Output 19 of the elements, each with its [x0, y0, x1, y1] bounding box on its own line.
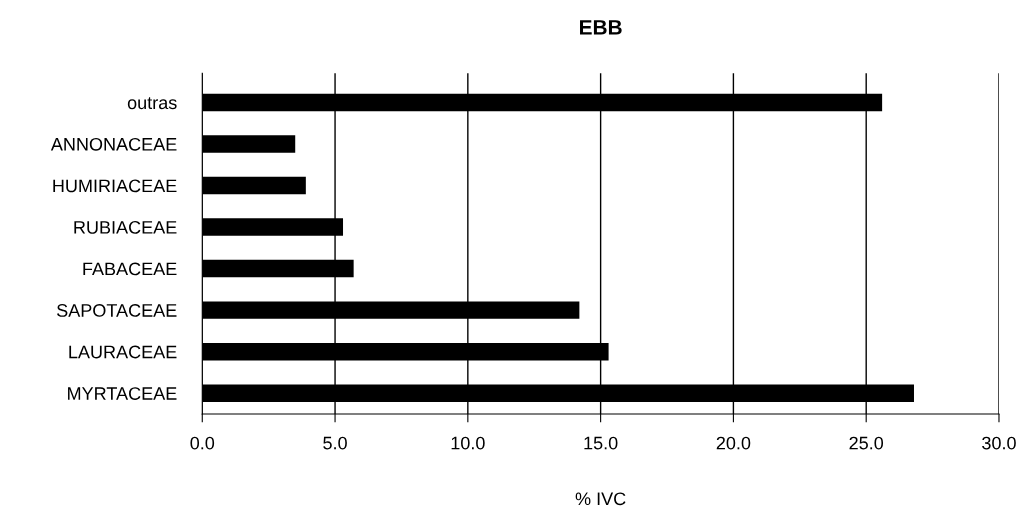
x-axis-title: % IVC [575, 492, 626, 506]
x-tick-label: 10.0 [451, 436, 485, 450]
x-tick-label: 5.0 [323, 436, 347, 450]
y-tick-label: MYRTACEAE [68, 387, 177, 400]
x-tick-label: 15.0 [584, 436, 618, 450]
y-tick-label: SAPOTACEAE [57, 304, 177, 317]
x-tick-label: 30.0 [982, 436, 1016, 450]
y-tick-label: HUMIRIACEAE [53, 179, 177, 193]
chart-title: EBB [580, 20, 622, 35]
bar [202, 135, 296, 153]
y-tick-label: RUBIACEAE [74, 220, 177, 234]
y-tick-label: outras [127, 97, 177, 110]
y-tick-label: ANNONACEAE [50, 137, 177, 151]
y-tick-label: LAURACEAE [69, 345, 177, 359]
bar [202, 176, 306, 195]
x-tick-label: 0.0 [190, 436, 215, 450]
y-tick-label: FABACEAE [83, 262, 177, 276]
x-tick-label: 20.0 [716, 436, 751, 450]
x-tick-label: 25.0 [849, 436, 884, 450]
